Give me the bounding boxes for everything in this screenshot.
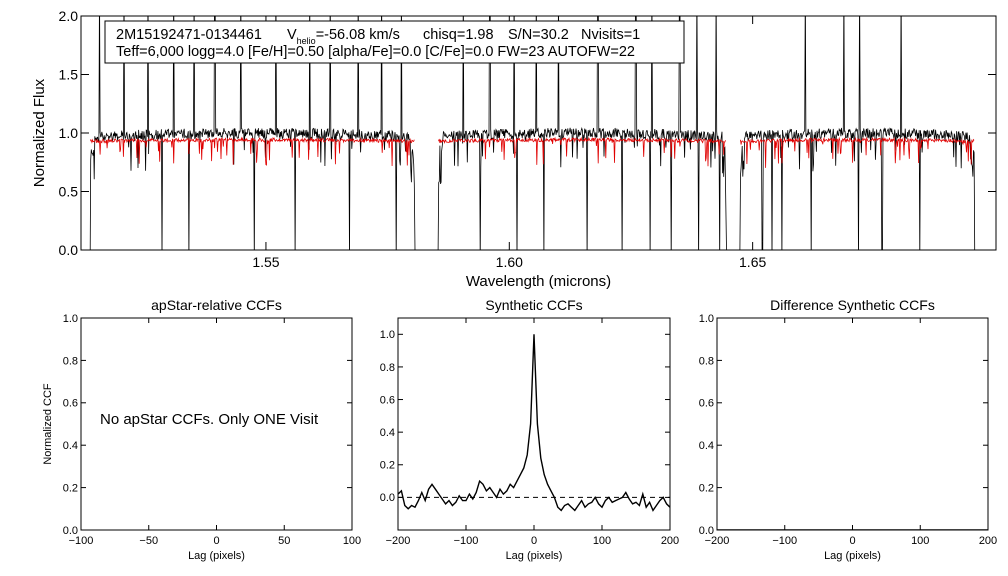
y-tick-label: 0.2 bbox=[63, 482, 78, 494]
model-spectrum-line bbox=[438, 136, 726, 167]
y-tick-label: 0.0 bbox=[63, 525, 78, 537]
y-tick-label: 1.0 bbox=[699, 313, 714, 325]
difference-plot-frame bbox=[716, 317, 989, 531]
y-tick-label: 0.2 bbox=[380, 460, 395, 472]
x-tick-label: −200 bbox=[705, 535, 730, 547]
y-tick-label: 0.0 bbox=[380, 492, 395, 504]
model-spectrum-line bbox=[740, 136, 975, 168]
apstar-title: apStar-relative CCFs bbox=[151, 297, 282, 313]
y-tick-label: 0.4 bbox=[699, 440, 714, 452]
y-tick-label: 1.0 bbox=[59, 125, 79, 141]
x-tick-label: 100 bbox=[593, 535, 611, 547]
snr-value: S/N=30.2 bbox=[508, 27, 569, 43]
x-tick-label: 0 bbox=[213, 535, 219, 547]
x-tick-label: −200 bbox=[386, 535, 411, 547]
y-tick-label: 0.6 bbox=[63, 398, 78, 410]
vhelio-symbol: V bbox=[287, 27, 297, 43]
spectrum-x-label: Wavelength (microns) bbox=[466, 273, 611, 290]
y-tick-label: 0.6 bbox=[380, 394, 395, 406]
synthetic-x-label: Lag (pixels) bbox=[506, 550, 563, 562]
vhelio-label: Vhelio=-56.08 km/s bbox=[287, 27, 400, 46]
x-tick-label: 100 bbox=[343, 535, 361, 547]
synthetic-title: Synthetic CCFs bbox=[485, 297, 582, 313]
apstar-ccf-panel: −100 −50 0 50 100 0.0 0.2 0.4 0.6 0.8 1.0 apStar-… bbox=[42, 297, 361, 562]
no-ccf-annotation: No apStar CCFs. Only ONE Visit bbox=[100, 411, 319, 428]
y-tick-label: 0.4 bbox=[380, 427, 395, 439]
y-tick-label: 0.0 bbox=[699, 525, 714, 537]
synthetic-ccf-panel: −200 −100 0 100 200 0.0 0.2 0.4 0.6 0.8 1.0 Synth… bbox=[380, 297, 679, 562]
x-tick-label: 100 bbox=[911, 535, 929, 547]
y-tick-label: 2.0 bbox=[59, 8, 79, 24]
nvisits-value: Nvisits=1 bbox=[581, 27, 640, 43]
y-tick-label: 0.4 bbox=[63, 440, 78, 452]
difference-ccf-panel: −200 −100 0 100 200 0.0 0.2 0.4 0.6 0.8 1.0 Diffe… bbox=[699, 297, 997, 562]
observed-spectrum-line bbox=[89, 16, 976, 250]
y-tick-label: 1.5 bbox=[59, 66, 79, 82]
vhelio-subscript: helio bbox=[297, 36, 316, 46]
apstar-x-label: Lag (pixels) bbox=[188, 550, 245, 562]
x-tick-label: 1.60 bbox=[496, 254, 523, 270]
y-tick-label: 0.8 bbox=[63, 355, 78, 367]
difference-title: Difference Synthetic CCFs bbox=[770, 297, 935, 313]
spectrum-panel: 1.55 1.60 1.65 0.0 0.5 1.0 1.5 2.0 Wavelength … bbox=[31, 8, 997, 290]
y-tick-label: 0.5 bbox=[59, 183, 79, 199]
y-tick-label: 0.6 bbox=[699, 398, 714, 410]
x-tick-label: −100 bbox=[454, 535, 479, 547]
x-tick-label: 0 bbox=[849, 535, 855, 547]
x-tick-label: 50 bbox=[278, 535, 290, 547]
x-tick-label: −100 bbox=[69, 535, 94, 547]
x-tick-label: −100 bbox=[772, 535, 797, 547]
x-tick-label: 200 bbox=[661, 535, 679, 547]
x-tick-label: 1.55 bbox=[252, 254, 279, 270]
y-tick-label: 0.2 bbox=[699, 482, 714, 494]
chisq-value: chisq=1.98 bbox=[423, 27, 494, 43]
y-tick-label: 1.0 bbox=[63, 313, 78, 325]
difference-x-label: Lag (pixels) bbox=[824, 550, 881, 562]
y-tick-label: 0.0 bbox=[59, 242, 79, 258]
y-tick-label: 1.0 bbox=[380, 329, 395, 341]
apstar-y-label: Normalized CCF bbox=[42, 383, 54, 465]
x-tick-label: −50 bbox=[139, 535, 158, 547]
x-tick-label: 200 bbox=[979, 535, 997, 547]
model-spectrum-line bbox=[90, 136, 415, 167]
vhelio-value: =-56.08 km/s bbox=[316, 27, 400, 43]
stellar-params: Teff=6,000 logg=4.0 [Fe/H]=0.50 [alpha/F… bbox=[116, 44, 635, 60]
info-box: 2M15192471-0134461 Vhelio=-56.08 km/s ch… bbox=[104, 20, 685, 64]
x-tick-label: 1.65 bbox=[739, 254, 766, 270]
y-tick-label: 0.8 bbox=[380, 362, 395, 374]
spectrum-y-label: Normalized Flux bbox=[31, 78, 48, 187]
y-tick-label: 0.8 bbox=[699, 355, 714, 367]
synthetic-ccf-line bbox=[398, 334, 670, 512]
x-tick-label: 0 bbox=[531, 535, 537, 547]
object-id: 2M15192471-0134461 bbox=[116, 27, 262, 43]
